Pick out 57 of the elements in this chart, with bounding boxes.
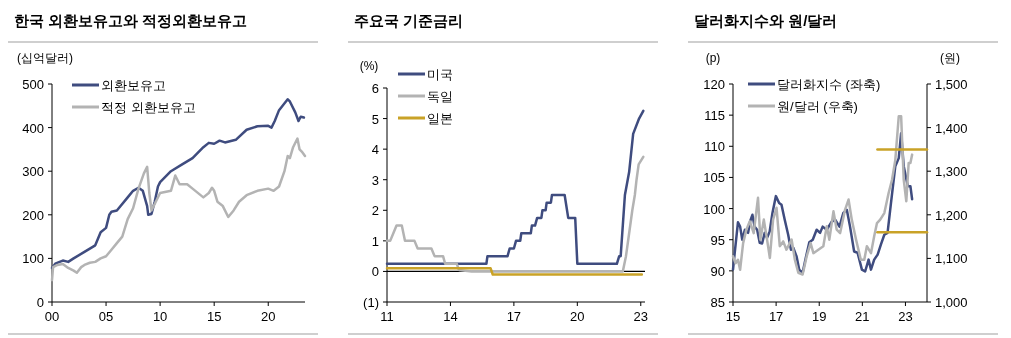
y-tick-label: 105: [703, 170, 725, 186]
y-tick-label: 4: [371, 142, 379, 158]
y-axis-title: (%): [359, 59, 379, 73]
y-tick-label: 110: [704, 139, 725, 155]
x-tick-label: 19: [811, 309, 827, 324]
y-tick-label: (1): [363, 295, 379, 310]
y-axis-title: (십억달러): [17, 51, 73, 65]
x-tick-label: 21: [855, 309, 870, 324]
x-tick-label: 14: [443, 309, 458, 324]
y2-tick-label: 1,100: [935, 251, 968, 267]
y2-tick-label: 1,200: [935, 207, 968, 223]
y-tick-label: 0: [371, 264, 379, 280]
chart-title: 한국 외환보유고와 적정외환보유고: [14, 12, 248, 29]
y-tick-label: 120: [703, 77, 725, 92]
x-tick-label: 10: [152, 309, 168, 324]
y-tick-label: 5: [371, 111, 379, 127]
y2-tick-label: 1,400: [935, 120, 968, 136]
x-tick-label: 23: [633, 309, 648, 324]
y2-tick-label: 1,300: [935, 164, 968, 180]
x-tick-label: 17: [768, 309, 784, 324]
x-tick-label: 05: [98, 309, 114, 324]
x-tick-label: 15: [725, 309, 741, 324]
chart-title: 달러화지수와 원/달러: [694, 12, 838, 29]
y-tick-label: 200: [22, 207, 44, 223]
y2-tick-label: 1,000: [935, 295, 968, 310]
y-tick-label: 90: [710, 263, 725, 279]
x-tick-label: 00: [44, 309, 60, 324]
y-tick-label: 115: [704, 108, 725, 124]
x-tick-label: 23: [898, 309, 913, 324]
chart-title: 주요국 기준금리: [354, 12, 464, 29]
legend-label: 독일: [427, 89, 453, 104]
y-tick-label: 95: [710, 232, 725, 248]
x-tick-label: 11: [380, 309, 394, 324]
x-tick-label: 17: [506, 309, 522, 324]
legend-label: 외환보유고: [101, 78, 166, 93]
y-tick-label: 6: [371, 81, 379, 96]
legend-label: 적정 외환보유고: [101, 100, 196, 115]
y-tick-label: 500: [22, 77, 44, 92]
x-tick-label: 20: [261, 309, 276, 324]
x-tick-label: 15: [206, 309, 222, 324]
y-tick-label: 100: [703, 201, 725, 217]
legend-label: 미국: [427, 67, 453, 82]
y-tick-label: 3: [371, 172, 379, 188]
y2-tick-label: 1,500: [935, 77, 968, 92]
y-tick-label: 300: [22, 164, 44, 180]
y-tick-label: 400: [22, 120, 44, 136]
y-axis-title: (p): [705, 51, 721, 65]
y-tick-label: 1: [371, 233, 379, 249]
legend-label: 원/달러 (우축): [777, 99, 858, 114]
y-tick-label: 85: [710, 295, 725, 310]
y-tick-label: 100: [22, 251, 44, 267]
legend-label: 달러화지수 (좌축): [777, 77, 881, 92]
y-tick-label: 0: [36, 295, 44, 310]
y-tick-label: 2: [371, 203, 379, 219]
y2-axis-title: (원): [940, 51, 960, 65]
x-tick-label: 20: [570, 309, 585, 324]
legend-label: 일본: [427, 111, 453, 126]
